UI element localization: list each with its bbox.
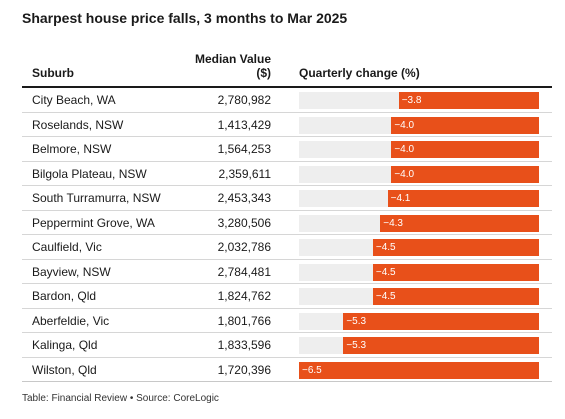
table-row: Aberfeldie, Vic 1,801,766 −5.3 — [22, 309, 552, 333]
change-bar: −4.3 — [380, 214, 539, 232]
suburb-cell: City Beach, WA — [32, 93, 116, 107]
column-header-suburb: Suburb — [32, 66, 74, 80]
change-bar-track: −5.3 — [299, 312, 539, 330]
median-value-cell: 1,833,596 — [217, 338, 271, 352]
change-bar: −4.5 — [372, 239, 539, 256]
change-bar-track: −4.3 — [299, 214, 539, 232]
change-bar: −4.5 — [372, 263, 539, 281]
suburb-cell: Bardon, Qld — [32, 289, 97, 303]
table-row: Bayview, NSW 2,784,481 −4.5 — [22, 260, 552, 284]
change-data-label: −4.0 — [394, 144, 415, 155]
suburb-cell: Aberfeldie, Vic — [32, 313, 110, 328]
suburb-cell: Wilston, Qld — [32, 362, 97, 377]
table-row: Roselands, NSW 1,413,429 −4.0 — [22, 113, 552, 137]
suburb-cell: Bilgola Plateau, NSW — [32, 166, 147, 181]
median-header-line2: ($) — [256, 66, 271, 80]
table-row: Peppermint Grove, WA 3,280,506 −4.3 — [22, 211, 552, 235]
table-row: Bardon, Qld 1,824,762 −4.5 — [22, 284, 552, 309]
change-bar: −4.5 — [372, 288, 539, 305]
change-data-label: −4.0 — [394, 119, 415, 131]
change-bar-track: −4.1 — [299, 190, 539, 207]
change-bar-track: −4.0 — [299, 141, 539, 158]
header-rule — [22, 86, 552, 88]
median-value-cell: 2,359,611 — [218, 166, 272, 181]
change-bar: −5.3 — [343, 312, 539, 330]
chart-title: Sharpest house price falls, 3 months to … — [22, 10, 348, 26]
change-bar: −5.3 — [343, 337, 539, 354]
change-data-label: −6.5 — [302, 364, 322, 376]
table-row: Kalinga, Qld 1,833,596 −5.3 — [22, 333, 552, 358]
change-bar-track: −4.5 — [299, 288, 539, 305]
median-value-cell: 3,280,506 — [217, 215, 271, 230]
change-data-label: −4.1 — [390, 193, 411, 204]
change-bar-track: −6.5 — [299, 361, 539, 379]
change-bar-track: −4.5 — [299, 239, 539, 256]
change-bar-track: −4.0 — [299, 165, 539, 183]
suburb-cell: Peppermint Grove, WA — [32, 215, 155, 230]
change-data-label: −4.0 — [394, 168, 415, 180]
change-data-label: −4.3 — [383, 217, 403, 229]
change-bar: −6.5 — [299, 361, 539, 379]
change-bar-track: −3.8 — [299, 92, 539, 109]
table-row: Bilgola Plateau, NSW 2,359,611 −4.0 — [22, 162, 552, 186]
table-row: Caulfield, Vic 2,032,786 −4.5 — [22, 235, 552, 260]
change-bar: −3.8 — [398, 92, 539, 109]
median-value-cell: 2,780,982 — [217, 93, 271, 107]
change-bar: −4.0 — [391, 116, 539, 134]
change-data-label: −4.5 — [375, 242, 396, 253]
table-row: City Beach, WA 2,780,982 −3.8 — [22, 88, 552, 113]
change-bar: −4.1 — [387, 190, 539, 207]
median-value-cell: 2,032,786 — [217, 240, 271, 254]
median-value-cell: 2,784,481 — [217, 264, 271, 279]
table-row: Wilston, Qld 1,720,396 −6.5 — [22, 358, 552, 382]
table-body: City Beach, WA 2,780,982 −3.8 Roselands, NS… — [22, 88, 552, 382]
change-bar-track: −5.3 — [299, 337, 539, 354]
change-bar: −4.0 — [391, 141, 539, 158]
median-value-cell: 1,564,253 — [217, 142, 271, 156]
change-data-label: −3.8 — [401, 95, 422, 106]
suburb-cell: Roselands, NSW — [32, 117, 124, 132]
change-bar: −4.0 — [391, 165, 539, 183]
change-data-label: −5.3 — [346, 340, 367, 351]
change-data-label: −4.5 — [375, 291, 396, 302]
suburb-cell: Kalinga, Qld — [32, 338, 98, 352]
suburb-cell: Caulfield, Vic — [32, 240, 102, 254]
median-value-cell: 1,720,396 — [217, 362, 271, 377]
table-row: Belmore, NSW 1,564,253 −4.0 — [22, 137, 552, 162]
source-footer: Table: Financial Review • Source: CoreLo… — [22, 393, 219, 404]
change-bar-track: −4.5 — [299, 263, 539, 281]
median-value-cell: 1,413,429 — [217, 117, 271, 132]
table-row: South Turramurra, NSW 2,453,343 −4.1 — [22, 186, 552, 211]
change-data-label: −5.3 — [346, 315, 367, 327]
median-header-line1: Median Value — [194, 52, 271, 66]
suburb-cell: Belmore, NSW — [32, 142, 112, 156]
column-header-median-value: Median Value ($) — [140, 52, 271, 80]
suburb-cell: South Turramurra, NSW — [32, 191, 161, 205]
column-header-quarterly-change: Quarterly change (%) — [299, 66, 420, 80]
median-value-cell: 1,801,766 — [217, 313, 271, 328]
suburb-cell: Bayview, NSW — [32, 264, 111, 279]
median-value-cell: 1,824,762 — [217, 289, 271, 303]
change-bar-track: −4.0 — [299, 116, 539, 134]
change-data-label: −4.5 — [375, 266, 396, 278]
median-value-cell: 2,453,343 — [217, 191, 271, 205]
